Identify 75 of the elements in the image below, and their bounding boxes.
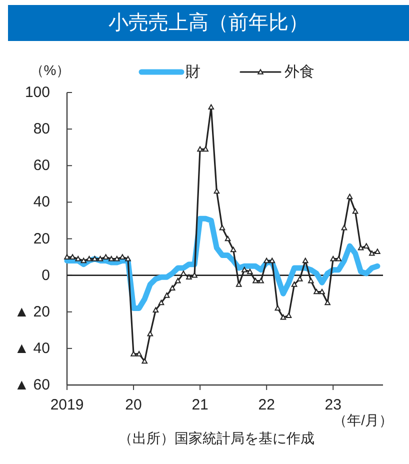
point — [369, 250, 375, 256]
point — [302, 258, 308, 264]
point — [230, 246, 236, 252]
point — [142, 358, 148, 364]
point — [341, 224, 348, 230]
point — [336, 256, 342, 262]
point — [247, 268, 253, 274]
point — [286, 312, 292, 318]
point — [242, 266, 248, 272]
point — [214, 188, 220, 194]
y-tick-label: ▲ 40 — [14, 340, 50, 357]
y-tick-label: 20 — [33, 230, 50, 248]
point — [197, 146, 203, 152]
point — [120, 254, 126, 260]
point — [75, 256, 81, 262]
chart-title: 小売売上高（前年比） — [108, 11, 308, 34]
title: 小売売上高（前年比） — [8, 5, 409, 41]
point — [269, 258, 276, 264]
point — [346, 194, 353, 200]
point — [152, 307, 159, 312]
point — [208, 104, 214, 110]
y-tick-label: 0 — [42, 266, 50, 284]
y-tick-label: 40 — [33, 194, 50, 211]
point — [363, 243, 370, 248]
y-tick-label: ▲ 60 — [14, 376, 50, 394]
point — [102, 254, 109, 260]
point — [164, 292, 170, 298]
point — [158, 300, 164, 306]
point — [291, 282, 298, 287]
point — [108, 256, 114, 262]
x-tick-label: 21 — [192, 396, 208, 414]
point — [86, 256, 92, 262]
point — [324, 300, 330, 306]
point — [358, 244, 364, 250]
point — [169, 285, 176, 291]
point — [258, 278, 264, 284]
point — [202, 146, 208, 152]
xlabel: （年/月） — [333, 412, 393, 428]
x-tick-label: 22 — [258, 396, 275, 414]
point — [264, 258, 270, 264]
point — [174, 278, 181, 284]
point — [319, 288, 325, 294]
point — [70, 254, 76, 260]
y-tick-label: 100 — [24, 84, 50, 101]
point — [92, 256, 98, 262]
point — [308, 278, 314, 284]
x-tick-label: 2019 — [50, 396, 84, 414]
y-tick-label: ▲ 20 — [14, 303, 50, 320]
x-tick-label: 20 — [125, 396, 142, 414]
y-tick-label: 80 — [33, 120, 50, 138]
point — [296, 276, 303, 282]
point — [224, 236, 231, 242]
point — [374, 248, 380, 254]
y-tick-label: 60 — [33, 157, 50, 174]
point — [125, 256, 131, 262]
legend-label: 外食 — [284, 64, 314, 80]
point — [352, 208, 358, 214]
point — [97, 256, 104, 262]
point — [80, 258, 87, 264]
x-tick-label: 23 — [324, 396, 342, 414]
point — [252, 278, 258, 284]
point — [130, 351, 136, 356]
point — [147, 330, 154, 336]
annotation: （出所）国家統計局を基に作成 — [118, 430, 314, 446]
point — [330, 256, 336, 262]
point — [314, 288, 320, 294]
point — [274, 305, 281, 311]
point — [136, 351, 142, 356]
point — [280, 314, 286, 320]
point — [114, 256, 120, 262]
legend-label: 財 — [186, 64, 200, 80]
point — [192, 272, 198, 278]
point — [186, 274, 192, 280]
point — [219, 224, 226, 230]
ylabel: （%） — [30, 62, 70, 78]
